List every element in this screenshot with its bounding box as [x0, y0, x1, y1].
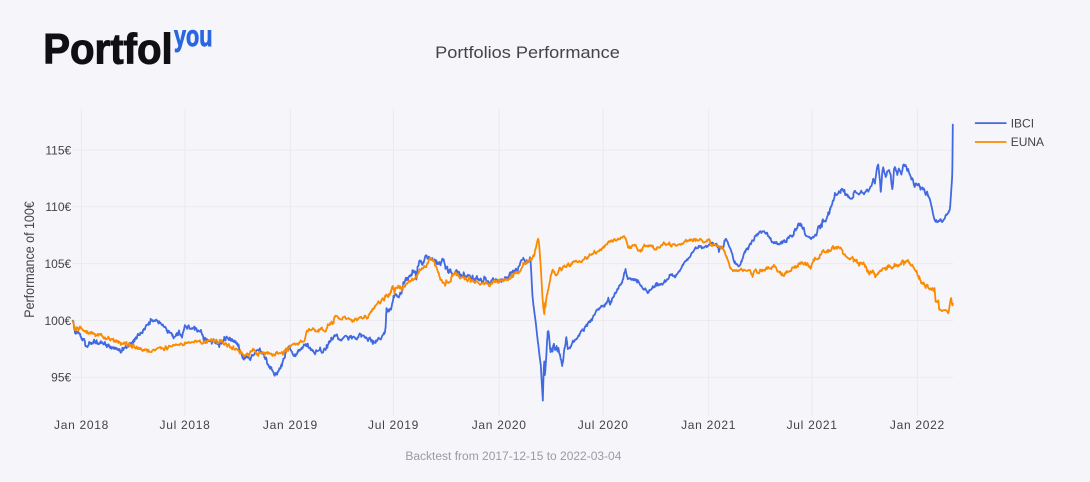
svg-text:Backtest from 2017-12-15 to 20: Backtest from 2017-12-15 to 2022-03-04 — [405, 451, 622, 463]
svg-text:Jul 2019: Jul 2019 — [368, 418, 419, 432]
svg-text:EUNA: EUNA — [1011, 135, 1044, 149]
svg-text:Jul 2021: Jul 2021 — [787, 418, 838, 432]
svg-text:Jan 2018: Jan 2018 — [54, 418, 109, 432]
svg-text:Jul 2020: Jul 2020 — [578, 418, 629, 432]
svg-text:115€: 115€ — [45, 143, 71, 157]
svg-text:95€: 95€ — [51, 371, 71, 385]
svg-text:105€: 105€ — [44, 257, 71, 271]
svg-text:110€: 110€ — [45, 200, 71, 214]
svg-text:Jul 2018: Jul 2018 — [160, 418, 211, 432]
svg-text:Jan 2019: Jan 2019 — [263, 418, 318, 432]
svg-text:Portfol: Portfol — [43, 26, 173, 73]
svg-text:Portfolios Performance: Portfolios Performance — [435, 43, 620, 62]
svg-text:100€: 100€ — [44, 314, 71, 328]
svg-text:Performance of 100€: Performance of 100€ — [21, 201, 37, 318]
svg-text:Jan 2021: Jan 2021 — [681, 418, 736, 432]
svg-text:Jan 2020: Jan 2020 — [472, 418, 527, 432]
svg-text:you: you — [174, 20, 213, 53]
svg-text:Jan 2022: Jan 2022 — [890, 418, 945, 432]
svg-text:IBCI: IBCI — [1011, 116, 1034, 130]
